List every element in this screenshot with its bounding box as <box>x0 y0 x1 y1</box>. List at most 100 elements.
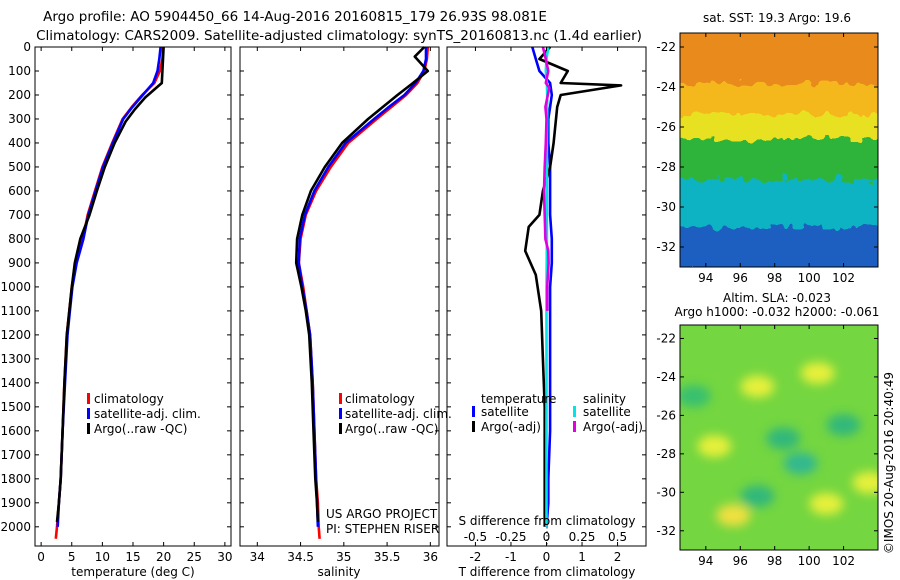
legend-label-satellite: satellite-adj. clim. <box>345 407 452 421</box>
x-tick-label-4: 20 <box>156 550 171 564</box>
series-line-0 <box>297 46 430 539</box>
temperature-lines <box>54 46 165 539</box>
legend-label-argo: Argo(..raw -QC) <box>345 422 438 436</box>
sla-map-ticks: 94 96 98 100 102 -22 -24 -26 -28 -30 -32 <box>656 325 878 568</box>
sla-map-title: Altim. SLA: -0.023 <box>723 291 831 305</box>
y-tick-label-16: 1600 <box>0 424 31 438</box>
sla-map-panel: Altim. SLA: -0.023 Argo h1000: -0.032 h2… <box>656 291 880 568</box>
x-tick-label-0: 94 <box>698 271 713 285</box>
temperature-plot-frame <box>34 46 232 547</box>
x2-tick-label-1: -0.25 <box>495 530 526 544</box>
difference-xlabel-temperature: T difference from climatology <box>458 565 636 579</box>
y-tick-label-17: 1700 <box>0 448 31 462</box>
y-tick-label-5: -32 <box>656 240 676 254</box>
x2-tick-label-0: -0.5 <box>464 530 487 544</box>
legend-swatch-climatology <box>87 393 90 404</box>
difference-xlabel-salinity: S difference from climatology <box>459 514 636 528</box>
x-tick-label-1: -1 <box>505 550 517 564</box>
x-tick-label-1: 34.5 <box>287 550 314 564</box>
figure-title-line1: Argo profile: AO 5904450_66 14-Aug-2016 … <box>43 9 547 25</box>
legend-swatch-sal-argo <box>573 421 576 432</box>
sla-anomaly-7 <box>783 452 818 475</box>
difference-ticks: -2 -1 0 1 2 <box>447 46 646 564</box>
sla-anomaly-0 <box>740 375 775 398</box>
legend-swatch-temp-argo <box>472 421 475 432</box>
x-tick-label-3: 100 <box>798 271 821 285</box>
legend-label-sal-argo: Argo(-adj) <box>583 420 643 434</box>
legend-swatch-sal-satellite <box>573 406 576 417</box>
sla-map-subtitle: Argo h1000: -0.032 h2000: -0.061 <box>675 305 880 319</box>
difference-lines <box>523 46 623 527</box>
y-tick-label-0: -22 <box>656 331 676 345</box>
x-tick-label-1: 96 <box>733 554 748 568</box>
x-tick-label-2: 98 <box>767 271 782 285</box>
x2-tick-label-3: 0.25 <box>569 530 596 544</box>
y-tick-label-0: 0 <box>23 40 31 54</box>
x-tick-label-4: 2 <box>614 550 622 564</box>
salinity-lines <box>294 46 430 539</box>
legend-title-temperature: temperature <box>481 392 556 406</box>
y-tick-label-20: 2000 <box>0 520 31 534</box>
sst-map-title: sat. SST: 19.3 Argo: 19.6 <box>703 11 851 25</box>
salinity-plot-frame <box>239 46 440 547</box>
y-tick-label-19: 1900 <box>0 496 31 510</box>
x-tick-label-0: -2 <box>469 550 481 564</box>
y-tick-label-10: 1000 <box>0 280 31 294</box>
sla-anomaly-4 <box>809 492 844 515</box>
y-tick-label-1: -24 <box>656 370 676 384</box>
x-tick-label-0: 34 <box>250 550 265 564</box>
legend-swatch-satellite <box>339 408 342 419</box>
y-tick-label-3: -28 <box>656 447 676 461</box>
sla-anomaly-5 <box>852 471 878 494</box>
x-tick-label-2: 0 <box>543 550 551 564</box>
legend-label-temp-argo: Argo(-adj) <box>481 420 541 434</box>
series-line-1 <box>523 46 623 527</box>
x-tick-label-4: 102 <box>832 271 855 285</box>
y-tick-label-2: -26 <box>656 408 676 422</box>
figure-title-line2: Climatology: CARS2009. Satellite-adjuste… <box>36 28 642 44</box>
y-tick-label-14: 1400 <box>0 376 31 390</box>
series-line-0 <box>531 46 554 527</box>
legend-label-satellite: satellite-adj. clim. <box>94 407 201 421</box>
salinity-difference-ticks: -0.5 -0.25 0 0.25 0.5 <box>464 530 627 544</box>
sla-anomaly-3 <box>716 504 751 527</box>
x-tick-label-1: 5 <box>68 550 76 564</box>
x-tick-label-5: 25 <box>187 550 202 564</box>
legend-label-sal-satellite: satellite <box>583 405 631 419</box>
y-tick-label-7: 700 <box>8 208 31 222</box>
salinity-legend: climatology satellite-adj. clim. Argo(..… <box>339 392 452 436</box>
y-tick-label-5: 500 <box>8 160 31 174</box>
legend-swatch-argo <box>339 423 342 434</box>
y-tick-label-1: 100 <box>8 64 31 78</box>
series-line-1 <box>297 47 428 527</box>
sst-band-0 <box>680 33 878 91</box>
sla-anomaly-6 <box>766 427 801 450</box>
y-tick-label-15: 1500 <box>0 400 31 414</box>
y-tick-label-3: 300 <box>8 112 31 126</box>
difference-panel: -2 -1 0 1 2 T difference from climatology S … <box>446 46 647 579</box>
x-tick-label-4: 36 <box>423 550 438 564</box>
sla-anomaly-9 <box>826 414 861 436</box>
legend-title-salinity: salinity <box>583 392 626 406</box>
x2-tick-label-2: 0 <box>543 530 551 544</box>
sst-band-4 <box>680 179 878 235</box>
y-tick-label-4: 400 <box>8 136 31 150</box>
sst-band-5 <box>680 227 878 267</box>
sla-anomaly-10 <box>680 385 711 408</box>
sla-anomaly-1 <box>800 362 835 385</box>
credit-pi: PI: STEPHEN RISER <box>326 522 439 536</box>
x-tick-label-4: 102 <box>832 554 855 568</box>
y-tick-label-13: 1300 <box>0 352 31 366</box>
legend-swatch-satellite <box>87 408 90 419</box>
y-tick-label-18: 1800 <box>0 472 31 486</box>
legend-label-climatology: climatology <box>345 392 415 406</box>
y-tick-label-2: 200 <box>8 88 31 102</box>
temperature-ticks: 0 5 10 15 20 25 300100200300400500600700800900… <box>0 40 232 564</box>
credit-project: US ARGO PROJECT <box>326 507 438 521</box>
sla-anomaly-8 <box>740 485 775 508</box>
series-line-2 <box>294 46 430 523</box>
series-line-3 <box>541 46 551 311</box>
legend-swatch-argo <box>87 423 90 434</box>
x-tick-label-3: 1 <box>578 550 586 564</box>
x-tick-label-2: 35 <box>336 550 351 564</box>
